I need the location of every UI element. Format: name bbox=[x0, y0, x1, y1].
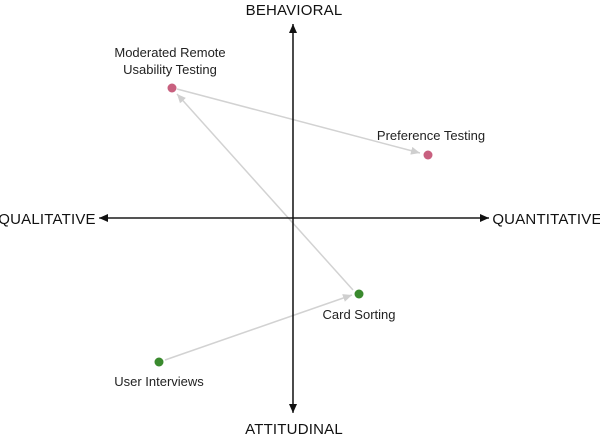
connector-moderated-remote-to-preference-testing bbox=[176, 88, 421, 155]
connector-user-interviews-to-card-sorting bbox=[164, 294, 353, 361]
point-moderated-remote-usability-testing: Moderated Remote Usability Testing bbox=[114, 45, 226, 93]
point-label-line-2: Usability Testing bbox=[123, 62, 217, 77]
connectors bbox=[164, 88, 421, 361]
point-card-sorting: Card Sorting bbox=[323, 289, 396, 322]
axis-label-behavioral: BEHAVIORAL bbox=[246, 2, 343, 19]
point-preference-testing: Preference Testing bbox=[377, 128, 485, 160]
connector-card-sorting-to-moderated-remote bbox=[176, 93, 354, 291]
axis-label-qualitative: QUALITATIVE bbox=[0, 211, 96, 228]
axes bbox=[99, 24, 489, 413]
point-label: Preference Testing bbox=[377, 128, 485, 143]
point-user-interviews: User Interviews bbox=[114, 357, 204, 389]
axis-label-attitudinal: ATTITUDINAL bbox=[245, 421, 343, 438]
point-marker bbox=[167, 83, 177, 93]
point-label-line-1: Moderated Remote bbox=[114, 45, 225, 60]
point-marker bbox=[154, 357, 164, 367]
axis-label-quantitative: QUANTITATIVE bbox=[492, 211, 600, 228]
point-label: Card Sorting bbox=[323, 307, 396, 322]
point-marker bbox=[423, 150, 433, 160]
point-marker bbox=[354, 289, 364, 299]
point-label: User Interviews bbox=[114, 374, 204, 389]
